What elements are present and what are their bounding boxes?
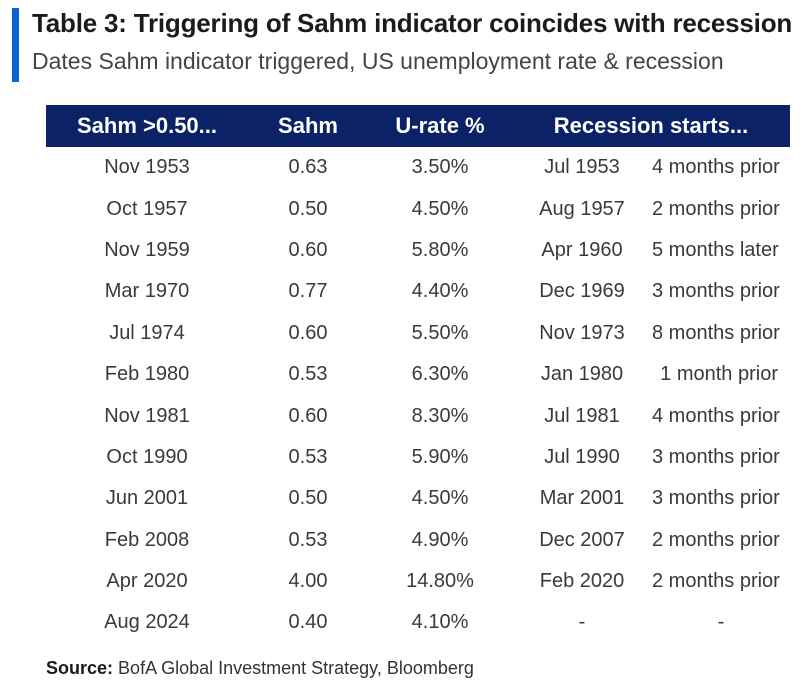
sahm-table-container: Sahm >0.50... Sahm U-rate % Recession st…	[46, 105, 790, 644]
table-row: Apr 2020 4.00 14.80% Feb 2020 2 months prior	[46, 561, 790, 602]
cell-timing: -	[717, 611, 725, 634]
cell-unemployment-rate: 14.80%	[406, 570, 474, 593]
table-row: Jun 2001 0.50 4.50% Mar 2001 3 months prior	[46, 478, 790, 519]
cell-sahm-value: 0.60	[288, 404, 328, 427]
cell-trigger-date: Jul 1974	[109, 321, 185, 344]
header-urate: U-rate %	[395, 113, 485, 138]
cell-sahm-value: 0.77	[288, 280, 328, 303]
table-row: Nov 1981 0.60 8.30% Jul 1981 4 months prior	[46, 395, 790, 436]
cell-timing: 3 months prior	[652, 280, 780, 303]
cell-sahm-value: 4.00	[288, 570, 328, 593]
header-recession-starts: Recession starts...	[553, 113, 749, 138]
cell-timing: 4 months prior	[652, 156, 780, 179]
cell-recession-start: -	[578, 611, 586, 634]
cell-unemployment-rate: 4.50%	[411, 197, 469, 220]
cell-unemployment-rate: 5.90%	[411, 445, 469, 468]
cell-recession-start: Feb 2020	[539, 570, 625, 593]
cell-timing: 1 month prior	[660, 363, 778, 386]
cell-recession-start: Jul 1981	[544, 404, 620, 427]
cell-recession-start: Jul 1953	[544, 156, 620, 179]
cell-trigger-date: Nov 1953	[104, 156, 190, 179]
cell-unemployment-rate: 8.30%	[411, 404, 469, 427]
cell-timing: 3 months prior	[652, 445, 780, 468]
cell-trigger-date: Jun 2001	[105, 487, 189, 510]
cell-trigger-date: Nov 1981	[104, 404, 190, 427]
cell-unemployment-rate: 3.50%	[411, 156, 469, 179]
cell-sahm-value: 0.53	[288, 445, 328, 468]
cell-timing: 2 months prior	[652, 197, 780, 220]
table-header: Sahm >0.50... Sahm U-rate % Recession st…	[46, 105, 790, 147]
table-row: Feb 2008 0.53 4.90% Dec 2007 2 months prior	[46, 520, 790, 561]
table-title: Table 3: Triggering of Sahm indicator co…	[32, 8, 793, 38]
title-accent-bar	[12, 8, 19, 82]
cell-recession-start: Dec 1969	[539, 280, 625, 303]
cell-sahm-value: 0.40	[288, 611, 328, 634]
table-row: Nov 1959 0.60 5.80% Apr 1960 5 months later	[46, 230, 790, 271]
cell-trigger-date: Nov 1959	[104, 238, 190, 261]
table-row: Oct 1957 0.50 4.50% Aug 1957 2 months prior	[46, 188, 790, 229]
cell-unemployment-rate: 5.50%	[411, 321, 469, 344]
table-row: Mar 1970 0.77 4.40% Dec 1969 3 months prior	[46, 271, 790, 312]
table-row: Nov 1953 0.63 3.50% Jul 1953 4 months prior	[46, 147, 790, 188]
cell-trigger-date: Feb 1980	[104, 363, 190, 386]
cell-unemployment-rate: 4.10%	[411, 611, 469, 634]
cell-recession-start: Jan 1980	[540, 363, 624, 386]
cell-timing: 5 months later	[652, 238, 779, 261]
cell-unemployment-rate: 4.40%	[411, 280, 469, 303]
cell-recession-start: Aug 1957	[539, 197, 625, 220]
cell-unemployment-rate: 6.30%	[411, 363, 469, 386]
cell-recession-start: Apr 1960	[541, 238, 623, 261]
cell-timing: 3 months prior	[652, 487, 780, 510]
cell-timing: 2 months prior	[652, 570, 780, 593]
cell-sahm-value: 0.53	[288, 528, 328, 551]
cell-trigger-date: Aug 2024	[104, 611, 190, 634]
cell-sahm-value: 0.50	[288, 487, 328, 510]
sahm-recession-table: Sahm >0.50... Sahm U-rate % Recession st…	[46, 105, 790, 644]
source-note: Source: BofA Global Investment Strategy,…	[46, 658, 474, 679]
cell-trigger-date: Mar 1970	[104, 280, 190, 303]
cell-unemployment-rate: 5.80%	[411, 238, 469, 261]
cell-timing: 2 months prior	[652, 528, 780, 551]
cell-trigger-date: Oct 1990	[106, 445, 188, 468]
header-row: Sahm >0.50... Sahm U-rate % Recession st…	[46, 105, 790, 147]
table-row: Feb 1980 0.53 6.30% Jan 1980 1 month prior	[46, 354, 790, 395]
cell-recession-start: Dec 2007	[539, 528, 625, 551]
cell-timing: 8 months prior	[652, 321, 780, 344]
cell-recession-start: Mar 2001	[539, 487, 625, 510]
cell-timing: 4 months prior	[652, 404, 780, 427]
table-body: Nov 1953 0.63 3.50% Jul 1953 4 months prior O…	[46, 147, 790, 644]
cell-sahm-value: 0.53	[288, 363, 328, 386]
cell-unemployment-rate: 4.50%	[411, 487, 469, 510]
source-text: BofA Global Investment Strategy, Bloombe…	[118, 658, 474, 678]
header-sahm-trigger: Sahm >0.50...	[76, 113, 218, 138]
cell-sahm-value: 0.63	[288, 156, 328, 179]
cell-trigger-date: Apr 2020	[106, 570, 188, 593]
cell-sahm-value: 0.60	[288, 321, 328, 344]
cell-recession-start: Nov 1973	[539, 321, 625, 344]
cell-unemployment-rate: 4.90%	[411, 528, 469, 551]
source-label: Source:	[46, 658, 114, 678]
table-row: Oct 1990 0.53 5.90% Jul 1990 3 months prior	[46, 437, 790, 478]
table-subtitle: Dates Sahm indicator triggered, US unemp…	[32, 48, 724, 74]
cell-sahm-value: 0.50	[288, 197, 328, 220]
cell-trigger-date: Oct 1957	[106, 197, 188, 220]
table-row: Aug 2024 0.40 4.10% - -	[46, 602, 790, 643]
cell-trigger-date: Feb 2008	[104, 528, 190, 551]
table-row: Jul 1974 0.60 5.50% Nov 1973 8 months prior	[46, 313, 790, 354]
header-sahm: Sahm	[278, 113, 338, 138]
cell-sahm-value: 0.60	[288, 238, 328, 261]
cell-recession-start: Jul 1990	[544, 445, 620, 468]
